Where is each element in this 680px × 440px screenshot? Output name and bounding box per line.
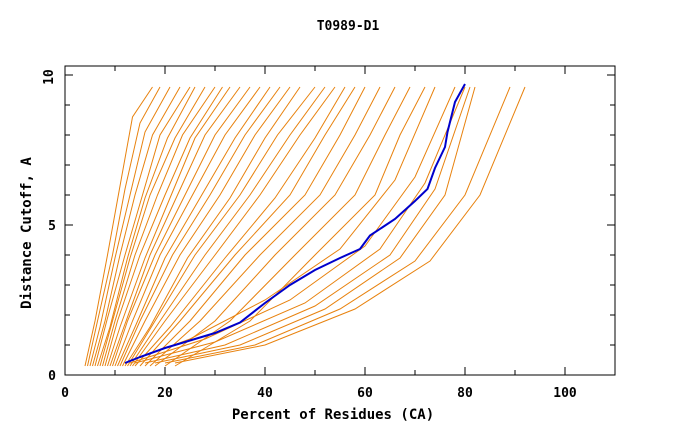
series-line-8 [102,86,216,367]
series-line-19 [129,86,326,367]
x-tick-label-60: 60 [357,386,373,401]
x-tick-label-40: 40 [257,386,273,401]
series-line-16 [122,86,291,367]
x-axis-label: Percent of Residues (CA) [232,407,434,423]
series-line-20 [132,86,336,367]
series-line-23 [144,86,366,367]
x-tick-label-100: 100 [553,386,577,401]
series-line-32 [154,86,476,364]
series-line-5 [94,86,191,367]
series-line-12 [112,86,251,367]
y-tick-label-0: 0 [48,369,56,384]
series-line-1 [84,86,153,367]
x-tick-label-20: 20 [157,386,173,401]
plot-area [84,83,526,367]
series-line-25 [154,86,396,367]
series-line-27 [174,86,426,367]
series-line-3 [89,86,171,367]
series-line-18 [127,86,316,367]
highlight-series-line [124,83,466,364]
series-line-34 [174,86,526,364]
series-line-21 [134,86,346,367]
x-tick-label-0: 0 [61,386,69,401]
x-tick-label-80: 80 [457,386,473,401]
chart-title: T0989-D1 [317,19,380,34]
series-line-4 [92,86,181,367]
series-line-26 [164,86,411,367]
y-tick-label-5: 5 [48,219,56,234]
series-line-22 [139,86,356,367]
series-line-17 [124,86,301,367]
series-line-2 [87,86,161,367]
series-line-10 [107,86,231,367]
series-line-33 [164,86,511,364]
series-line-31 [144,86,471,364]
y-axis-label: Distance Cutoff, A [19,157,35,309]
series-line-11 [109,86,241,367]
series-line-9 [104,86,223,367]
series-line-13 [114,86,261,367]
series-line-30 [134,86,466,364]
series-line-7 [99,86,206,367]
plot-frame [64,65,616,376]
axes: 0 20 40 60 80 100 0 5 10 [42,66,615,401]
series-line-15 [119,86,281,367]
series-line-14 [117,86,271,367]
series-line-6 [97,86,196,367]
y-tick-label-10: 10 [42,69,57,85]
series-line-29 [129,86,456,364]
series-line-24 [149,86,381,367]
